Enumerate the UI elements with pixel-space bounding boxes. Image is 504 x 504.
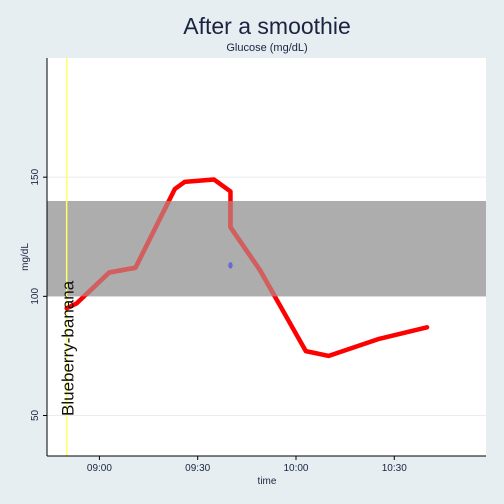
x-tick-label: 09:00: [87, 463, 112, 474]
series-point: [327, 354, 331, 358]
series-point: [173, 187, 177, 191]
series-overlay: [80, 200, 278, 297]
series-point: [212, 178, 216, 182]
series-point: [183, 180, 187, 184]
series-point: [376, 337, 380, 341]
x-ticks: 09:00 09:30 10:00 10:30: [87, 456, 407, 474]
y-tick-label: 50: [30, 409, 41, 421]
y-axis-label: mg/dL: [20, 243, 31, 271]
series-line-overlay: [80, 200, 278, 297]
series-point: [425, 325, 429, 329]
chart-title: After a smoothie: [183, 13, 350, 39]
chart-subtitle: Glucose (mg/dL): [226, 42, 307, 54]
event-marker-label: Blueberry-banana: [59, 280, 78, 416]
y-tick-label: 150: [30, 168, 41, 185]
series-point: [228, 189, 232, 193]
series-point: [65, 306, 69, 310]
x-tick-label: 09:30: [185, 463, 210, 474]
y-ticks: 50 100 150: [30, 168, 47, 421]
series-point: [304, 349, 308, 353]
x-axis-label: time: [258, 476, 277, 487]
series-layer: [64, 177, 430, 359]
x-tick-label: 10:30: [382, 463, 407, 474]
series-point: [74, 301, 78, 305]
extra-point: [228, 262, 233, 269]
y-tick-label: 100: [30, 288, 41, 305]
axes-layer: [46, 58, 486, 457]
x-tick-label: 10:00: [283, 463, 308, 474]
extra-points-layer: [228, 262, 233, 269]
